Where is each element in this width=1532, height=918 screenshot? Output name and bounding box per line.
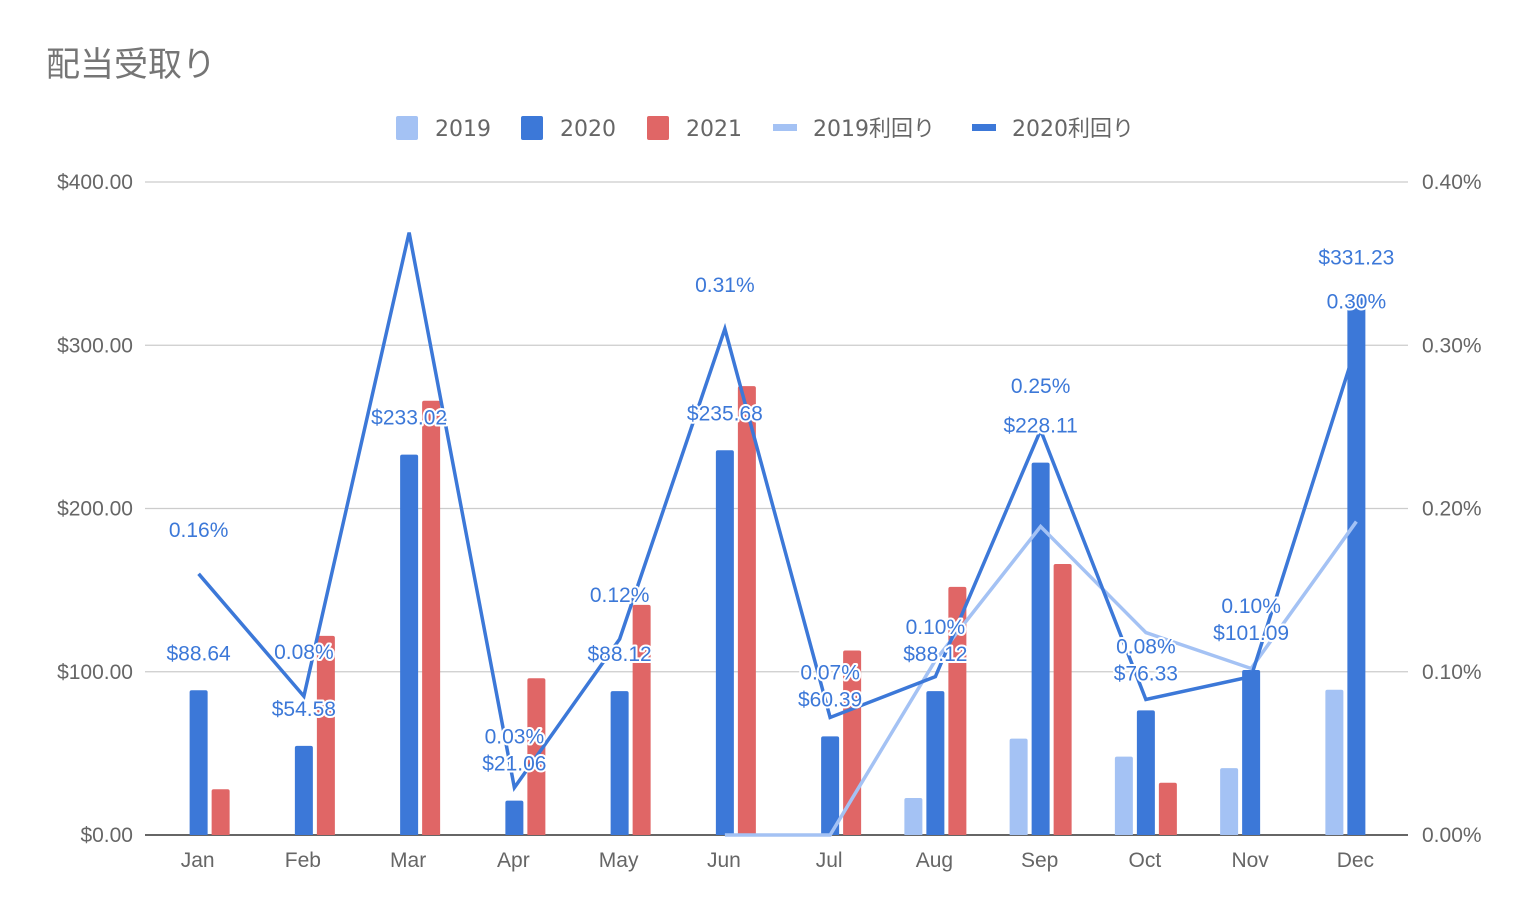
bar-2019 [1220,768,1239,835]
bar-2021 [737,386,756,835]
bar-2020 [1136,710,1155,835]
legend-swatch-2019利回り [773,124,797,131]
x-tick-label: Sep [1021,849,1058,872]
data-label: $233.02 [371,407,447,430]
chart-title: 配当受取り [46,45,216,85]
data-label: $228.11 [1003,415,1077,438]
data-label: $60.39 [798,688,862,711]
bar-2021 [948,586,967,835]
y-tick-label: $100.00 [57,661,133,684]
x-tick-label: Dec [1337,849,1374,872]
legend-swatch-2020 [521,116,543,140]
y2-tick-label: 0.20% [1422,498,1482,521]
y-tick-label: $300.00 [57,334,133,357]
data-label: 0.10% [1221,595,1281,618]
bar-2021 [632,604,651,835]
line-2019利回り [724,520,1358,837]
bar-2021 [422,400,441,835]
bar-2020 [715,450,734,835]
legend-label: 2021 [686,117,742,142]
x-tick-label: Mar [390,849,426,872]
y2-tick-label: 0.40% [1422,171,1482,194]
legend-label: 2019利回り [813,117,935,142]
bars [189,294,1366,835]
bar-2020 [505,800,524,835]
data-label: 0.07% [800,661,860,684]
data-labels: $88.64 0.16% $54.58 0.08% $233.02 $21.06 0.03%… [165,244,1397,777]
bar-2019 [1114,756,1133,835]
x-tick-label: Oct [1129,849,1162,872]
data-label: $76.33 [1114,662,1178,685]
legend-swatch-2021 [647,116,669,140]
data-label: $101.09 [1213,622,1289,645]
legend-label: 2020利回り [1012,117,1134,142]
data-label: 0.10% [906,616,966,639]
data-label: 0.31% [695,274,755,297]
x-tick-label: Aug [916,849,953,872]
x-tick-label: Jul [816,849,843,872]
y2-tick-label: 0.10% [1422,661,1482,684]
data-label: 0.12% [590,584,650,607]
bar-2021 [1053,564,1072,835]
x-tick-label: Feb [285,849,321,872]
bar-2019 [904,797,923,835]
data-label: $235.68 [687,402,763,425]
legend-swatch-2019 [396,116,418,140]
x-tick-label: Jun [707,849,741,872]
y-tick-label: $400.00 [57,171,133,194]
legend-label: 2020 [560,117,616,142]
axes: $0.00 0.00% $100.00 0.10% $200.00 0.20% $300.0… [57,171,1481,872]
y-tick-label: $200.00 [57,498,133,521]
data-label: $54.58 [272,698,336,721]
bar-2020 [926,691,945,835]
x-tick-label: May [599,849,639,872]
bar-2020 [189,690,208,835]
data-label: 0.08% [1116,635,1176,658]
bar-2020 [1031,462,1050,835]
bar-2021 [316,635,335,835]
bar-2020 [610,691,629,835]
bar-2020 [400,454,419,835]
data-label: $88.12 [903,643,967,666]
bar-2021 [1158,782,1177,835]
y2-tick-label: 0.30% [1422,334,1482,357]
data-label: $88.64 [167,642,232,665]
data-label: 0.03% [485,726,545,749]
x-tick-label: Jan [181,849,215,872]
legend: 2019 2020 2021 2019利回り 2020利回り [396,116,1134,142]
data-label: 0.08% [274,641,334,664]
line-2020利回り [197,232,1359,793]
y-tick-label: $0.00 [80,824,133,847]
x-tick-label: Apr [497,849,530,872]
data-label: 0.25% [1011,375,1071,398]
legend-label: 2019 [435,117,491,142]
yield-lines [197,232,1359,837]
data-label: $21.06 [482,753,546,776]
legend-swatch-2020利回り [972,124,996,131]
bar-2020 [1347,294,1366,835]
bar-2019 [1325,689,1344,835]
x-tick-label: Nov [1231,849,1269,872]
bar-2021 [211,789,230,835]
bar-2019 [1009,738,1028,835]
bar-2020 [294,745,313,835]
bar-2020 [821,736,840,835]
bar-2020 [1242,669,1261,835]
data-label: 0.30% [1327,290,1387,313]
data-label: $331.23 [1318,246,1394,269]
y2-tick-label: 0.00% [1422,824,1482,847]
data-label: 0.16% [169,519,229,542]
data-label: $88.12 [588,643,652,666]
